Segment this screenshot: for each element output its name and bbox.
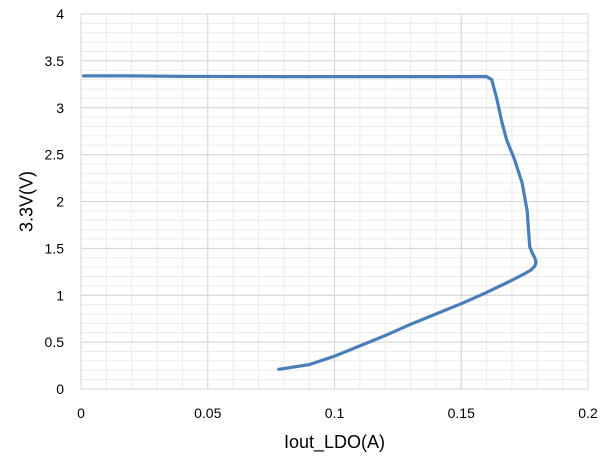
y-tick-label: 3: [56, 100, 64, 116]
x-tick-label: 0.15: [448, 405, 475, 421]
y-tick-label: 1: [56, 287, 64, 303]
y-tick-label: 2.5: [45, 147, 65, 163]
x-tick-label: 0.2: [578, 405, 598, 421]
x-tick-label: 0.05: [194, 405, 221, 421]
y-tick-label: 1.5: [45, 240, 65, 256]
y-tick-label: 0.5: [45, 334, 65, 350]
y-tick-label: 4: [56, 6, 64, 22]
y-tick-label: 0: [56, 381, 64, 397]
x-tick-label: 0.1: [325, 405, 345, 421]
y-tick-label: 3.5: [45, 53, 65, 69]
y-axis-tick-labels: 0 0.5 1 1.5 2 2.5 3 3.5 4: [45, 6, 65, 397]
x-tick-label: 0: [77, 405, 85, 421]
x-axis-title: Iout_LDO(A): [284, 432, 385, 453]
series-layer: [81, 74, 538, 371]
plot-area-border: [80, 13, 589, 390]
x-axis-tick-labels: 0 0.05 0.1 0.15 0.2: [77, 405, 598, 421]
series-line-1: [81, 74, 538, 371]
y-tick-label: 2: [56, 194, 64, 210]
y-axis-title: 3.3V(V): [16, 171, 36, 232]
